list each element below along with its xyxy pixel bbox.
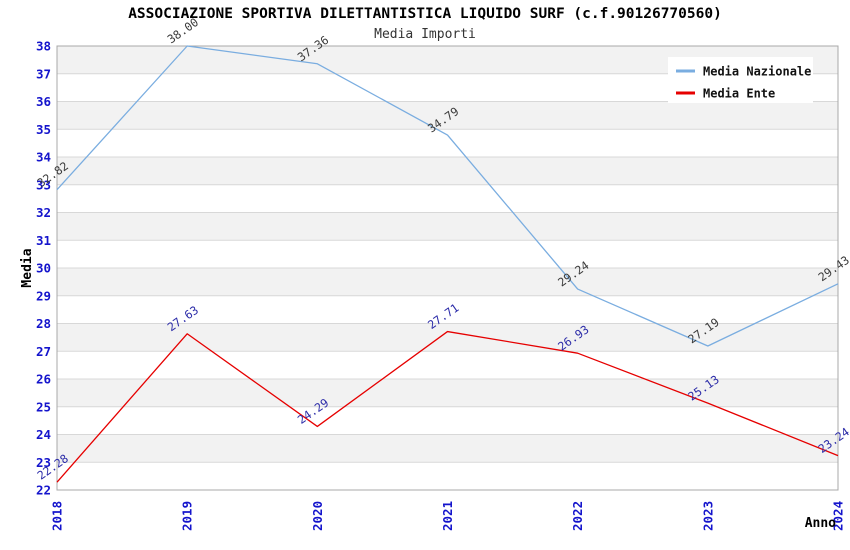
x-tick-label: 2022 (570, 501, 585, 531)
x-tick-label: 2018 (50, 501, 65, 531)
grid-band (57, 379, 838, 407)
y-tick-label: 24 (36, 427, 51, 442)
y-axis-title: Media (20, 248, 35, 287)
x-tick-label: 2020 (310, 501, 325, 531)
legend-label-media-nazionale: Media Nazionale (703, 65, 811, 79)
legend-box (668, 57, 813, 103)
grid-band (57, 268, 838, 296)
y-tick-label: 29 (36, 288, 51, 303)
y-tick-label: 34 (36, 150, 51, 165)
series-line-media-nazionale (56, 45, 839, 347)
y-tick-label: 33 (36, 177, 51, 192)
y-tick-label: 36 (36, 94, 51, 109)
x-tick-label: 2024 (831, 501, 846, 531)
y-tick-label: 22 (36, 483, 51, 498)
y-tick-label: 27 (36, 344, 51, 359)
x-tick-label: 2019 (180, 501, 195, 531)
y-tick-label: 28 (36, 316, 51, 331)
y-tick-label: 30 (36, 261, 51, 276)
series-line-media-ente (56, 330, 839, 483)
y-tick-label: 37 (36, 66, 51, 81)
grid-band (57, 157, 838, 185)
y-tick-label: 26 (36, 372, 51, 387)
grid-band (57, 101, 838, 130)
legend-label-media-ente: Media Ente (703, 87, 775, 101)
data-label-media-nazionale: 38.00 (165, 15, 201, 46)
y-tick-label: 32 (36, 205, 51, 220)
chart-subtitle: Media Importi (374, 27, 476, 42)
y-tick-label: 35 (36, 122, 51, 137)
plot-border (56, 45, 839, 491)
x-tick-label: 2021 (440, 501, 455, 531)
y-tick-label: 23 (36, 455, 51, 470)
grid-band (57, 434, 838, 463)
y-tick-label: 31 (36, 233, 51, 248)
x-tick-label: 2023 (700, 501, 715, 531)
x-axis-title: Anno (805, 516, 836, 531)
chart-title: ASSOCIAZIONE SPORTIVA DILETTANTISTICA LI… (128, 6, 722, 22)
y-tick-label: 25 (36, 399, 51, 414)
y-tick-label: 38 (36, 39, 51, 54)
grid-band (57, 212, 838, 241)
